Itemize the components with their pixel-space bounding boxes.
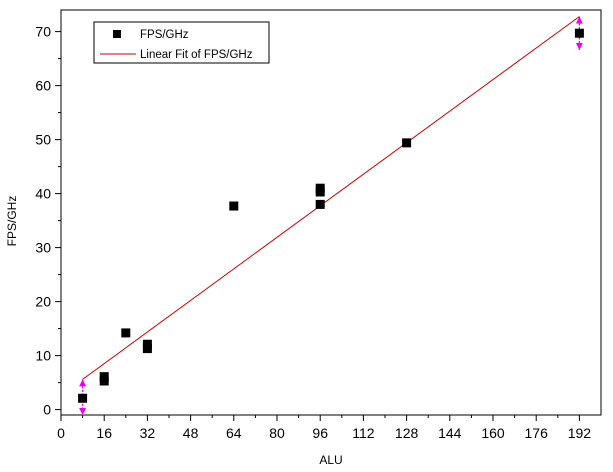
range-marker-arrow-top — [575, 16, 583, 24]
range-marker-arrow-bottom — [79, 408, 87, 415]
data-point — [99, 372, 109, 382]
x-tick-label: 176 — [525, 425, 549, 441]
data-point — [121, 328, 131, 338]
y-tick-label: 20 — [35, 294, 51, 310]
data-point — [574, 28, 584, 38]
legend-box — [93, 21, 270, 64]
x-tick-label: 0 — [57, 425, 65, 441]
legend: FPS/GHz Linear Fit of FPS/GHz — [93, 21, 270, 64]
x-tick-label: 112 — [352, 425, 375, 441]
legend-label-fit: Linear Fit of FPS/GHz — [140, 49, 253, 61]
x-tick-label: 128 — [395, 425, 419, 441]
range-marker-arrow-bottom — [575, 42, 583, 50]
y-axis-title: FPS/GHz — [5, 196, 19, 247]
y-tick-label: 50 — [35, 132, 51, 148]
x-tick-label: 32 — [140, 425, 156, 441]
y-tick-label: 40 — [35, 186, 51, 202]
x-tick-label: 144 — [438, 425, 462, 441]
data-point — [229, 201, 239, 211]
y-tick-label: 0 — [43, 402, 51, 418]
x-tick-label: 64 — [226, 425, 242, 441]
x-tick-label: 16 — [96, 425, 112, 441]
data-point — [142, 339, 152, 349]
range-marker-arrow-top — [79, 379, 87, 387]
y-tick-label: 30 — [35, 240, 51, 256]
legend-label-fps: FPS/GHz — [140, 29, 189, 41]
data-point — [78, 393, 88, 403]
data-point — [315, 183, 325, 193]
x-tick-label: 48 — [183, 425, 199, 441]
x-tick-label: 80 — [269, 425, 285, 441]
y-tick-label: 70 — [35, 24, 51, 40]
y-tick-label: 10 — [35, 348, 51, 364]
x-tick-label: 192 — [568, 425, 592, 441]
data-point — [315, 199, 325, 209]
plot-frame — [60, 9, 602, 416]
y-tick-label: 60 — [35, 78, 51, 94]
linear-fit-line — [82, 16, 580, 380]
data-point — [402, 138, 412, 148]
x-tick-label: 160 — [481, 425, 505, 441]
legend-marker-fps — [113, 30, 121, 38]
x-tick-label: 96 — [312, 425, 328, 441]
x-axis-title: ALU — [319, 453, 342, 467]
range-marker — [575, 16, 583, 50]
